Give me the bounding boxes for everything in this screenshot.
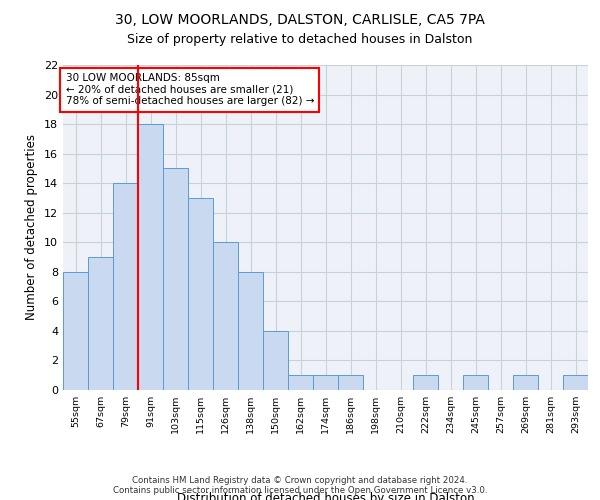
- Bar: [513, 375, 538, 390]
- Bar: [263, 331, 288, 390]
- Bar: [88, 257, 113, 390]
- Bar: [213, 242, 238, 390]
- Bar: [413, 375, 438, 390]
- Bar: [113, 183, 138, 390]
- Bar: [338, 375, 363, 390]
- Bar: [163, 168, 188, 390]
- Bar: [238, 272, 263, 390]
- Text: Size of property relative to detached houses in Dalston: Size of property relative to detached ho…: [127, 32, 473, 46]
- Bar: [63, 272, 88, 390]
- Bar: [563, 375, 588, 390]
- Text: 30, LOW MOORLANDS, DALSTON, CARLISLE, CA5 7PA: 30, LOW MOORLANDS, DALSTON, CARLISLE, CA…: [115, 12, 485, 26]
- Bar: [463, 375, 488, 390]
- X-axis label: Distribution of detached houses by size in Dalston: Distribution of detached houses by size …: [176, 492, 475, 500]
- Bar: [138, 124, 163, 390]
- Text: 30 LOW MOORLANDS: 85sqm
← 20% of detached houses are smaller (21)
78% of semi-de: 30 LOW MOORLANDS: 85sqm ← 20% of detache…: [65, 73, 314, 106]
- Y-axis label: Number of detached properties: Number of detached properties: [25, 134, 38, 320]
- Bar: [188, 198, 213, 390]
- Bar: [288, 375, 313, 390]
- Text: Contains HM Land Registry data © Crown copyright and database right 2024.
Contai: Contains HM Land Registry data © Crown c…: [113, 476, 487, 495]
- Bar: [313, 375, 338, 390]
